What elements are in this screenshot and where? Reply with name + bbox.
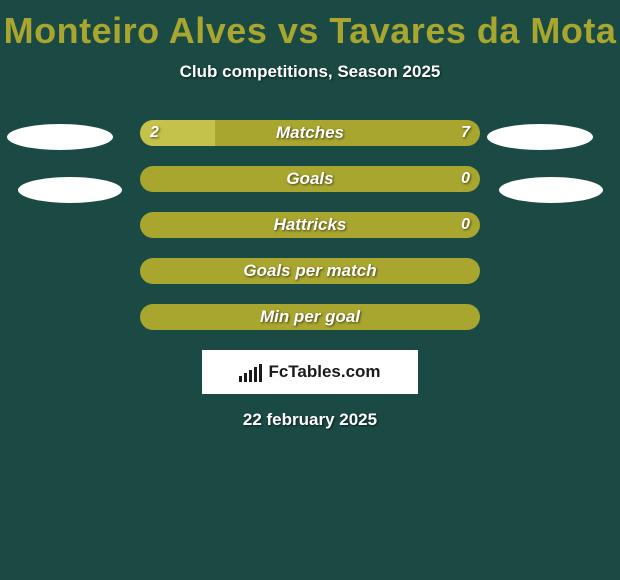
logo-box: FcTables.com: [202, 350, 418, 394]
comparison-row: Goals per match: [0, 258, 620, 284]
bar-track: [140, 258, 480, 284]
club-badge-placeholder: [7, 124, 113, 150]
logo-bars-icon: [239, 362, 262, 382]
value-right: 7: [461, 120, 470, 146]
subtitle: Club competitions, Season 2025: [0, 62, 620, 82]
value-right: 0: [461, 212, 470, 238]
value-right: 0: [461, 166, 470, 192]
bar-track: [140, 304, 480, 330]
comparison-rows: Matches27Goals0Hattricks0Goals per match…: [0, 120, 620, 330]
club-badge-placeholder: [18, 177, 122, 203]
page-title: Monteiro Alves vs Tavares da Mota: [0, 0, 620, 52]
logo-text: FcTables.com: [268, 362, 380, 382]
player1-name: Monteiro Alves: [4, 10, 268, 51]
bar-track: [140, 120, 480, 146]
comparison-row: Hattricks0: [0, 212, 620, 238]
player2-name: Tavares da Mota: [329, 10, 616, 51]
value-left: 2: [150, 120, 159, 146]
club-badge-placeholder: [499, 177, 603, 203]
club-badge-placeholder: [487, 124, 593, 150]
comparison-row: Min per goal: [0, 304, 620, 330]
date-text: 22 february 2025: [0, 410, 620, 430]
bar-track: [140, 166, 480, 192]
vs-text: vs: [278, 10, 319, 51]
bar-track: [140, 212, 480, 238]
